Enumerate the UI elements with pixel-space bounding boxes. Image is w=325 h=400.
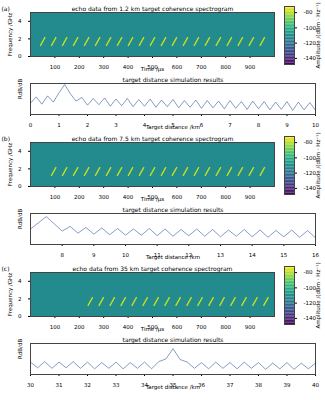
svg-text:Frequency /GHz: Frequency /GHz	[7, 143, 14, 186]
svg-text:RdB/dB: RdB/dB	[17, 79, 23, 99]
svg-text:10: 10	[312, 122, 319, 128]
svg-text:8: 8	[60, 252, 64, 258]
svg-text:200: 200	[74, 324, 85, 330]
svg-text:2: 2	[18, 166, 22, 172]
svg-text:RdB/dB: RdB/dB	[17, 339, 23, 359]
svg-text:38: 38	[255, 382, 262, 388]
svg-text:0: 0	[29, 122, 33, 128]
svg-text:4: 4	[18, 18, 22, 24]
svg-text:400: 400	[123, 324, 134, 330]
svg-text:target distance simulation res: target distance simulation results	[123, 336, 224, 344]
svg-text:300: 300	[98, 64, 109, 70]
svg-text:200: 200	[74, 194, 85, 200]
svg-text:34: 34	[141, 382, 148, 389]
svg-text:33: 33	[113, 382, 120, 388]
svg-text:37: 37	[227, 382, 234, 388]
svg-text:100: 100	[50, 324, 61, 330]
svg-text:-140: -140	[303, 315, 316, 322]
svg-text:RdB/dB: RdB/dB	[17, 209, 23, 229]
svg-text:3: 3	[114, 122, 118, 128]
svg-text:Time /μs: Time /μs	[140, 66, 165, 73]
svg-text:600: 600	[172, 194, 183, 200]
svg-text:32: 32	[84, 382, 91, 388]
svg-text:800: 800	[220, 324, 231, 330]
svg-text:7: 7	[228, 122, 232, 128]
svg-text:100: 100	[50, 194, 61, 200]
svg-text:echo data from 7.5 km target c: echo data from 7.5 km target coherence s…	[72, 135, 234, 143]
svg-text:0: 0	[18, 53, 22, 59]
svg-text:400: 400	[123, 194, 134, 200]
svg-text:Amplitude /(dBm · Hz⁻¹): Amplitude /(dBm · Hz⁻¹)	[315, 132, 322, 198]
svg-text:40: 40	[312, 382, 319, 388]
svg-text:300: 300	[98, 324, 109, 330]
svg-text:700: 700	[196, 324, 207, 330]
svg-text:30: 30	[27, 382, 34, 388]
svg-text:1: 1	[57, 122, 61, 128]
svg-text:9: 9	[92, 252, 96, 258]
svg-text:8: 8	[257, 122, 261, 128]
svg-text:-140: -140	[303, 185, 316, 192]
svg-text:(a): (a)	[2, 5, 10, 12]
svg-text:-80: -80	[304, 9, 313, 15]
svg-text:Target distance /km: Target distance /km	[145, 253, 201, 260]
svg-text:-140: -140	[303, 55, 316, 62]
svg-text:900: 900	[245, 324, 256, 330]
svg-text:-100: -100	[303, 154, 316, 161]
svg-text:-120: -120	[303, 39, 316, 46]
svg-text:-80: -80	[304, 139, 313, 145]
svg-text:Frequency /GHz: Frequency /GHz	[7, 273, 14, 316]
svg-text:target distance simulation res: target distance simulation results	[123, 206, 224, 214]
svg-text:800: 800	[220, 194, 231, 200]
svg-text:900: 900	[245, 64, 256, 70]
svg-text:2: 2	[86, 122, 90, 128]
svg-text:900: 900	[245, 194, 256, 200]
svg-text:800: 800	[220, 64, 231, 70]
svg-text:4: 4	[18, 278, 22, 284]
svg-text:Time /μs: Time /μs	[140, 326, 165, 333]
svg-text:Frequency /GHz: Frequency /GHz	[7, 13, 14, 56]
svg-text:Time /μs: Time /μs	[140, 196, 165, 203]
svg-text:14: 14	[249, 252, 256, 258]
svg-text:2: 2	[18, 36, 22, 42]
svg-text:700: 700	[196, 64, 207, 70]
svg-text:2: 2	[18, 296, 22, 302]
svg-text:0: 0	[18, 183, 22, 189]
svg-text:-80: -80	[304, 269, 313, 275]
svg-text:700: 700	[196, 194, 207, 200]
svg-text:100: 100	[50, 64, 61, 70]
svg-text:300: 300	[98, 194, 109, 200]
svg-text:Target distance /km: Target distance /km	[145, 123, 201, 130]
svg-text:16: 16	[312, 252, 319, 258]
svg-text:-100: -100	[303, 284, 316, 291]
svg-text:13: 13	[217, 252, 224, 258]
svg-text:echo data from 35 km target co: echo data from 35 km target coherence sp…	[73, 265, 233, 273]
svg-text:(b): (b)	[2, 135, 11, 142]
svg-text:200: 200	[74, 64, 85, 70]
svg-text:4: 4	[142, 122, 147, 129]
svg-text:(c): (c)	[2, 265, 10, 272]
svg-text:0: 0	[18, 313, 22, 319]
svg-text:-120: -120	[303, 299, 316, 306]
svg-text:-100: -100	[303, 24, 316, 31]
svg-text:36: 36	[198, 382, 205, 389]
svg-text:600: 600	[172, 64, 183, 70]
svg-text:9: 9	[285, 122, 289, 128]
svg-text:target distance simulation res: target distance simulation results	[123, 76, 224, 84]
svg-text:39: 39	[284, 382, 291, 388]
svg-text:Target distance /km: Target distance /km	[145, 384, 200, 391]
svg-text:10: 10	[122, 252, 129, 258]
svg-text:Amplitude /(dBm · Hz⁻¹): Amplitude /(dBm · Hz⁻¹)	[315, 262, 322, 328]
svg-text:4: 4	[18, 148, 22, 154]
svg-text:31: 31	[56, 382, 63, 388]
svg-text:15: 15	[280, 252, 287, 258]
svg-text:6: 6	[200, 122, 204, 128]
svg-text:400: 400	[123, 64, 134, 70]
svg-text:Amplitude /(dBm · Hz⁻¹): Amplitude /(dBm · Hz⁻¹)	[315, 2, 322, 68]
svg-text:-120: -120	[303, 169, 316, 176]
svg-text:echo data from 1.2 km target c: echo data from 1.2 km target coherence s…	[72, 5, 234, 13]
svg-text:600: 600	[172, 324, 183, 330]
